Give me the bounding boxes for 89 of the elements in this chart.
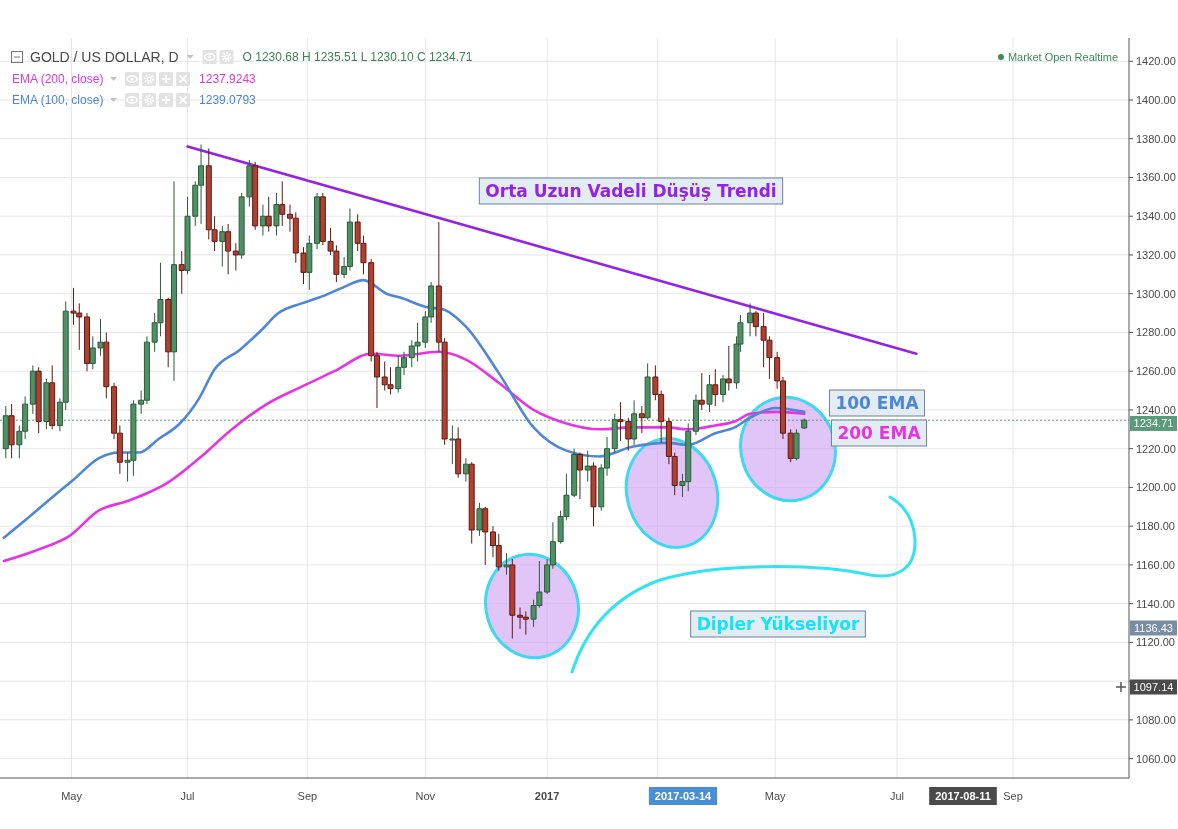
text: EMA (100, close) <box>12 93 104 107</box>
annotation: Dipler Yükseliyor <box>696 614 860 634</box>
candlestick <box>43 378 50 430</box>
candlestick <box>584 450 591 483</box>
y-tick-label: 1120.00 <box>1136 636 1175 649</box>
annotation: 1239.0793 <box>199 93 257 107</box>
candlestick <box>279 180 286 227</box>
annotation: 100 EMA <box>835 393 920 413</box>
text: EMA (200, close) <box>12 72 104 86</box>
candlestick <box>720 374 727 403</box>
y-tick-label: 1240.00 <box>1136 403 1176 416</box>
candlestick <box>712 368 719 407</box>
candlestick <box>165 297 172 368</box>
candlestick <box>49 364 56 430</box>
candlestick <box>631 399 638 446</box>
candlestick <box>103 331 110 399</box>
candlestick <box>83 312 90 372</box>
y-tick-label: 1300.00 <box>1136 287 1176 300</box>
candlestick <box>314 192 321 250</box>
candlestick <box>462 457 469 483</box>
annotation: 200 EMA <box>837 423 922 443</box>
candlestick <box>35 366 42 434</box>
candlestick <box>611 413 618 454</box>
x-tick-label: Jul <box>889 790 905 802</box>
x-tick-label: 2017 <box>534 790 560 802</box>
text: 1136.43 <box>1134 622 1173 634</box>
y-tick-label: 1400.00 <box>1136 93 1176 106</box>
candlestick <box>259 204 266 237</box>
candlestick <box>801 418 808 430</box>
candlestick <box>503 552 510 576</box>
text: O 1230.68 H 1235.51 L 1230.10 C 1234.71 <box>242 50 473 64</box>
x-tick-label: Nov <box>415 790 436 802</box>
candlestick <box>747 302 754 337</box>
candlestick <box>170 180 177 382</box>
y-tick-label: 1140.00 <box>1136 597 1175 610</box>
candlestick <box>793 428 800 461</box>
candlestick <box>265 196 272 233</box>
candlestick <box>476 502 483 537</box>
x-tick-label: Jul <box>180 790 195 802</box>
candlestick <box>725 345 732 392</box>
candlestick <box>644 362 651 421</box>
y-tick-label: 1360.00 <box>1136 171 1176 184</box>
candlestick <box>455 426 462 479</box>
candlestick <box>2 405 9 459</box>
annotation: Orta Uzun Vadeli Düşüş Trendi <box>485 181 777 201</box>
y-tick-label: 1380.00 <box>1136 132 1176 145</box>
line-series <box>2 350 806 563</box>
y-tick-label: 1280.00 <box>1136 326 1176 339</box>
candlestick <box>638 405 645 434</box>
candlestick <box>482 506 489 566</box>
candlestick <box>692 393 699 436</box>
y-tick-label: 1060.00 <box>1136 752 1176 765</box>
candlestick <box>178 250 185 295</box>
candlestick <box>590 461 597 527</box>
y-tick-label: 1320.00 <box>1136 248 1176 261</box>
candlestick <box>8 403 15 459</box>
y-tick-label: 1200.00 <box>1136 481 1176 494</box>
candlestick <box>273 192 280 237</box>
candlestick <box>29 364 36 415</box>
y-tick-label: 1260.00 <box>1136 365 1176 378</box>
candlestick <box>225 223 232 275</box>
text: 2017-03-14 <box>654 790 713 802</box>
x-tick-label: May <box>61 790 83 802</box>
y-tick-label: 1160.00 <box>1136 558 1175 571</box>
candlestick <box>698 372 705 411</box>
annotation: 1237.9243 <box>199 72 257 86</box>
candlestick <box>219 225 226 268</box>
x-tick-label: May <box>764 790 787 802</box>
candlestick <box>232 242 239 271</box>
x-tick-label: Sep <box>297 790 318 802</box>
text: 2017-08-11 <box>935 790 991 802</box>
candlestick <box>306 235 313 291</box>
y-tick-label: 1420.00 <box>1136 55 1176 68</box>
candlestick <box>576 452 583 500</box>
candlestick <box>252 161 259 231</box>
candlestick <box>449 424 456 465</box>
x-tick-label: Sep <box>1003 790 1023 802</box>
candlestick <box>468 461 475 545</box>
y-tick-label: 1340.00 <box>1136 210 1176 223</box>
y-tick-label: 1180.00 <box>1136 520 1175 533</box>
y-tick-label: 1080.00 <box>1136 713 1176 726</box>
annotation: Market Open Realtime <box>1007 51 1118 63</box>
text: GOLD / US DOLLAR, D <box>30 49 179 65</box>
candlestick <box>706 374 713 413</box>
ref-line-label: 1234.71 <box>1133 417 1174 430</box>
line-series <box>2 278 806 540</box>
text: 1097.14 <box>1133 681 1174 693</box>
candlestick <box>509 558 516 640</box>
y-tick-label: 1220.00 <box>1136 442 1176 455</box>
